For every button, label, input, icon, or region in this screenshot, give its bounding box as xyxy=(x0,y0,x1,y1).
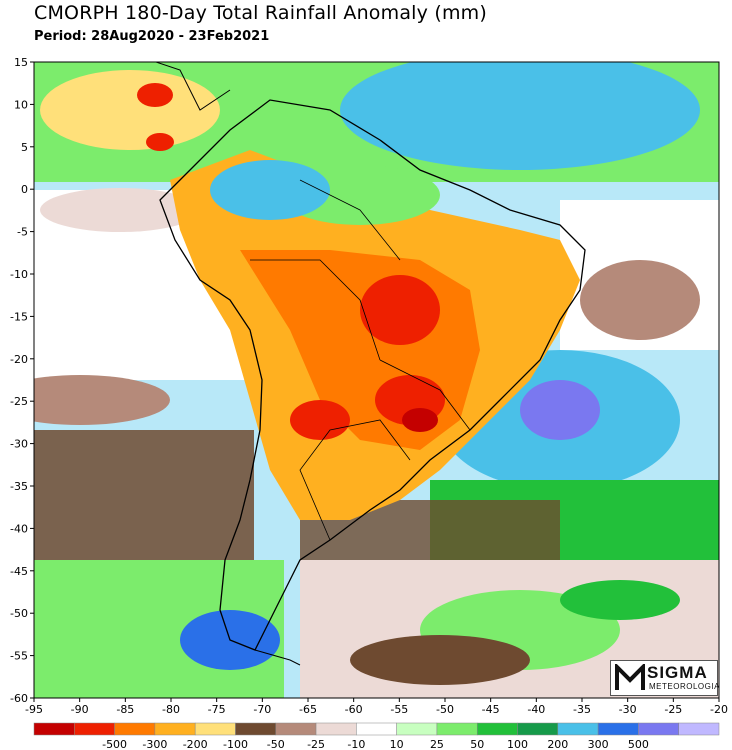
y-tick-label: 10 xyxy=(14,98,28,111)
x-tick-label: -70 xyxy=(253,703,271,716)
x-tick-label: -20 xyxy=(710,703,728,716)
x-tick-label: -90 xyxy=(71,703,89,716)
sigma-logo-icon xyxy=(615,664,645,690)
logo-subtitle: METEOROLOGIA xyxy=(649,682,720,691)
legend-swatch xyxy=(154,722,196,736)
legend-swatch xyxy=(33,722,75,736)
south-america-coastline xyxy=(159,99,586,651)
map-title: CMORPH 180-Day Total Rainfall Anomaly (m… xyxy=(34,2,487,24)
y-tick-label: 15 xyxy=(14,56,28,69)
map-period: Period: 28Aug2020 - 23Feb2021 xyxy=(34,29,270,44)
legend-label: -50 xyxy=(267,738,285,750)
legend-label: -25 xyxy=(307,738,325,750)
x-tick-label: -45 xyxy=(482,703,500,716)
south-pacific-brown xyxy=(34,430,254,580)
x-tick-label: -75 xyxy=(208,703,226,716)
y-tick-label: -55 xyxy=(10,650,28,663)
color-legend: -500 -300 -200 -100 -50 -25 -10 10 25 50 100 200 300… xyxy=(33,722,720,750)
x-tick-label: -35 xyxy=(573,703,591,716)
legend-swatch xyxy=(476,722,518,736)
y-tick-label: 5 xyxy=(21,141,28,154)
legend-swatch xyxy=(436,722,478,736)
legend-label: 300 xyxy=(588,738,609,750)
x-tick-label: -95 xyxy=(25,703,43,716)
y-tick-label: -15 xyxy=(10,310,28,323)
x-tick-label: -40 xyxy=(527,703,545,716)
logo-name: SIGMA xyxy=(647,663,708,682)
legend-label: 200 xyxy=(547,738,568,750)
y-tick-label: -25 xyxy=(10,395,28,408)
x-axis: -95 -90 -85 -80 -75 -70 -65 -60 -55 -50 -45 -40 -35 -… xyxy=(25,698,728,716)
legend-swatch xyxy=(194,722,236,736)
y-tick-label: -30 xyxy=(10,438,28,451)
legend-swatch xyxy=(678,722,720,736)
y-tick-label: -40 xyxy=(10,522,28,535)
plot-frame xyxy=(33,61,720,699)
y-tick-label: -35 xyxy=(10,480,28,493)
legend-label: 50 xyxy=(470,738,484,750)
x-tick-label: -60 xyxy=(345,703,363,716)
legend-swatch xyxy=(74,722,115,736)
legend-label: 25 xyxy=(430,738,444,750)
legend-labels: -500 -300 -200 -100 -50 -25 -10 10 25 50 100 200 300… xyxy=(102,738,649,750)
y-tick-label: -50 xyxy=(10,607,28,620)
legend-swatch xyxy=(114,722,156,736)
y-tick-label: -5 xyxy=(17,226,28,239)
legend-label: 500 xyxy=(628,738,649,750)
x-tick-label: -30 xyxy=(619,703,637,716)
legend-label: -200 xyxy=(183,738,208,750)
x-tick-label: -25 xyxy=(664,703,682,716)
legend-swatch xyxy=(275,722,317,736)
legend-label: -500 xyxy=(102,738,127,750)
y-axis: 15 10 5 0 -5 -10 -15 -20 -25 -30 -35 -40 -45 -50 -55 -6… xyxy=(10,56,34,705)
x-tick-label: -80 xyxy=(162,703,180,716)
legend-label: -100 xyxy=(223,738,248,750)
legend-swatch xyxy=(356,722,397,736)
legend-swatch xyxy=(597,722,639,736)
x-tick-label: -55 xyxy=(390,703,408,716)
y-tick-label: 0 xyxy=(21,183,28,196)
y-tick-label: -45 xyxy=(10,565,28,578)
legend-swatch xyxy=(638,722,679,736)
map-plot-area xyxy=(34,62,719,698)
x-tick-label: -65 xyxy=(299,703,317,716)
legend-label: -10 xyxy=(347,738,365,750)
y-tick-label: -60 xyxy=(10,692,28,705)
legend-swatch xyxy=(235,722,277,736)
sigma-logo: SIGMA METEOROLOGIA xyxy=(610,660,720,696)
legend-swatch xyxy=(315,722,357,736)
legend-swatch xyxy=(396,722,438,736)
y-tick-label: -10 xyxy=(10,268,28,281)
legend-label: 100 xyxy=(507,738,528,750)
x-tick-label: -85 xyxy=(116,703,134,716)
legend-swatches xyxy=(33,722,720,736)
legend-label: 10 xyxy=(390,738,404,750)
legend-label: -300 xyxy=(142,738,167,750)
x-tick-label: -50 xyxy=(436,703,454,716)
y-tick-label: -20 xyxy=(10,353,28,366)
legend-swatch xyxy=(557,722,599,736)
legend-swatch xyxy=(517,722,559,736)
